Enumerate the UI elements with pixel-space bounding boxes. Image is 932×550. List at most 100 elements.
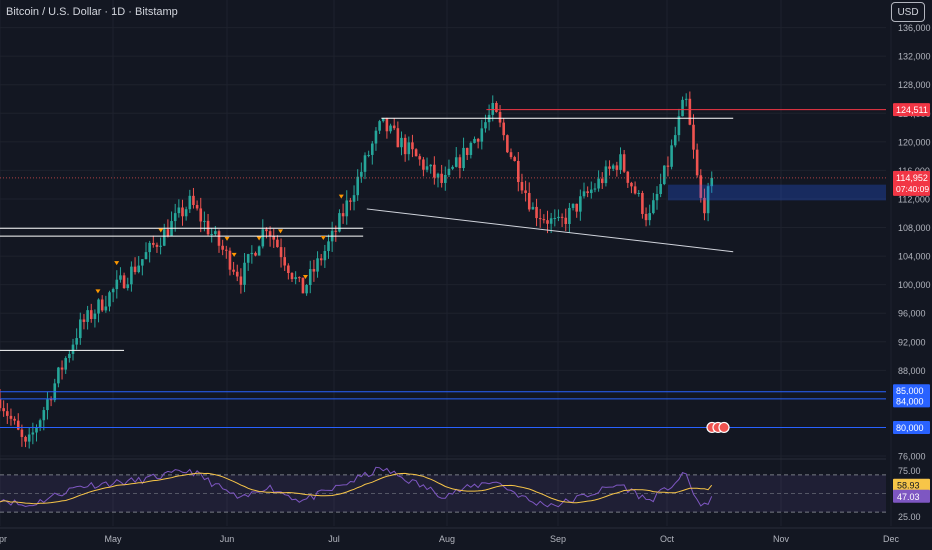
candle[interactable] (148, 242, 151, 253)
candle[interactable] (261, 229, 265, 247)
candle[interactable] (509, 152, 513, 158)
level-84000-tag[interactable]: 84,000 (893, 394, 930, 408)
candle[interactable] (294, 277, 297, 280)
candle[interactable] (440, 173, 443, 183)
candle[interactable] (392, 125, 396, 129)
candle[interactable] (476, 138, 480, 142)
candle[interactable] (42, 410, 46, 421)
candle[interactable] (217, 231, 221, 246)
candle[interactable] (243, 262, 246, 285)
currency-button[interactable]: USD (891, 2, 925, 22)
candle[interactable] (268, 231, 272, 237)
candle[interactable] (265, 229, 268, 232)
candle[interactable] (444, 174, 447, 183)
candle[interactable] (619, 154, 622, 170)
candle[interactable] (276, 239, 279, 248)
candle[interactable] (688, 98, 692, 125)
candle[interactable] (560, 216, 564, 218)
candle[interactable] (673, 135, 677, 146)
candle[interactable] (162, 229, 166, 246)
candle[interactable] (345, 200, 349, 217)
candle[interactable] (695, 149, 699, 176)
candle[interactable] (316, 258, 319, 272)
candle[interactable] (615, 165, 619, 170)
candle[interactable] (706, 186, 710, 214)
candle[interactable] (35, 427, 38, 433)
candle[interactable] (97, 299, 100, 314)
candle[interactable] (210, 234, 213, 236)
candle[interactable] (173, 213, 177, 222)
candle[interactable] (462, 147, 465, 169)
time-axis[interactable]: Apr May Jun Jul Aug Sep Oct Nov Dec (0, 527, 932, 544)
candle[interactable] (0, 398, 2, 409)
candle[interactable] (531, 206, 535, 210)
candle[interactable] (454, 157, 458, 167)
candle[interactable] (254, 252, 257, 256)
candle[interactable] (64, 358, 67, 370)
candle[interactable] (396, 128, 400, 148)
candle[interactable] (659, 184, 662, 194)
candle[interactable] (611, 165, 615, 169)
rsi-ma-line[interactable] (0, 472, 713, 505)
candle[interactable] (371, 143, 374, 155)
candle[interactable] (75, 338, 78, 345)
candle[interactable] (290, 273, 294, 280)
candle[interactable] (641, 192, 644, 214)
candle[interactable] (670, 145, 673, 167)
candle[interactable] (57, 367, 60, 384)
candle[interactable] (527, 192, 531, 210)
candle[interactable] (677, 116, 681, 136)
event-icon[interactable] (718, 421, 730, 434)
level-80000-tag[interactable]: 80,000 (893, 420, 930, 434)
candle[interactable] (451, 166, 454, 169)
candle[interactable] (192, 195, 195, 205)
candle[interactable] (144, 252, 148, 260)
candle[interactable] (513, 157, 516, 161)
candle[interactable] (549, 218, 553, 224)
candle[interactable] (414, 149, 418, 157)
candle[interactable] (586, 191, 589, 194)
candle[interactable] (381, 117, 385, 122)
candle[interactable] (24, 436, 27, 442)
candle[interactable] (630, 182, 633, 187)
candle[interactable] (655, 193, 659, 201)
candle[interactable] (597, 178, 600, 189)
candle[interactable] (319, 258, 323, 261)
candle[interactable] (137, 265, 140, 273)
level-85000-tag[interactable]: 85,000 (893, 384, 930, 398)
candle[interactable] (703, 197, 706, 214)
candle[interactable] (418, 156, 422, 160)
candle[interactable] (9, 415, 13, 419)
candle[interactable] (473, 138, 476, 143)
candle[interactable] (429, 164, 432, 167)
candle[interactable] (385, 117, 389, 132)
rsi-value-tag[interactable]: 47.03 (893, 489, 930, 503)
candle[interactable] (663, 165, 666, 185)
candle[interactable] (349, 200, 352, 202)
candle[interactable] (648, 213, 651, 221)
candle[interactable] (225, 249, 228, 251)
candle[interactable] (246, 254, 250, 263)
candle[interactable] (622, 154, 626, 172)
candle[interactable] (115, 279, 119, 290)
candle[interactable] (6, 411, 9, 416)
candle[interactable] (378, 121, 381, 131)
candle[interactable] (338, 213, 341, 232)
symbol-title[interactable]: Bitcoin / U.S. Dollar · 1D · Bitstamp (6, 6, 178, 18)
candle[interactable] (484, 122, 487, 129)
candle[interactable] (633, 186, 637, 194)
candle[interactable] (604, 166, 608, 184)
candle[interactable] (119, 275, 122, 280)
candle[interactable] (644, 213, 648, 221)
candle[interactable] (590, 189, 593, 194)
candle[interactable] (235, 271, 239, 277)
candle[interactable] (16, 420, 20, 430)
candle[interactable] (130, 266, 133, 285)
candle[interactable] (305, 285, 308, 294)
candle[interactable] (666, 165, 670, 167)
candle[interactable] (579, 196, 582, 212)
price-axis[interactable]: 136,000132,000128,000124,000120,000116,0… (893, 23, 931, 522)
candle[interactable] (557, 216, 560, 219)
candle[interactable] (272, 236, 276, 240)
candle[interactable] (279, 247, 283, 258)
